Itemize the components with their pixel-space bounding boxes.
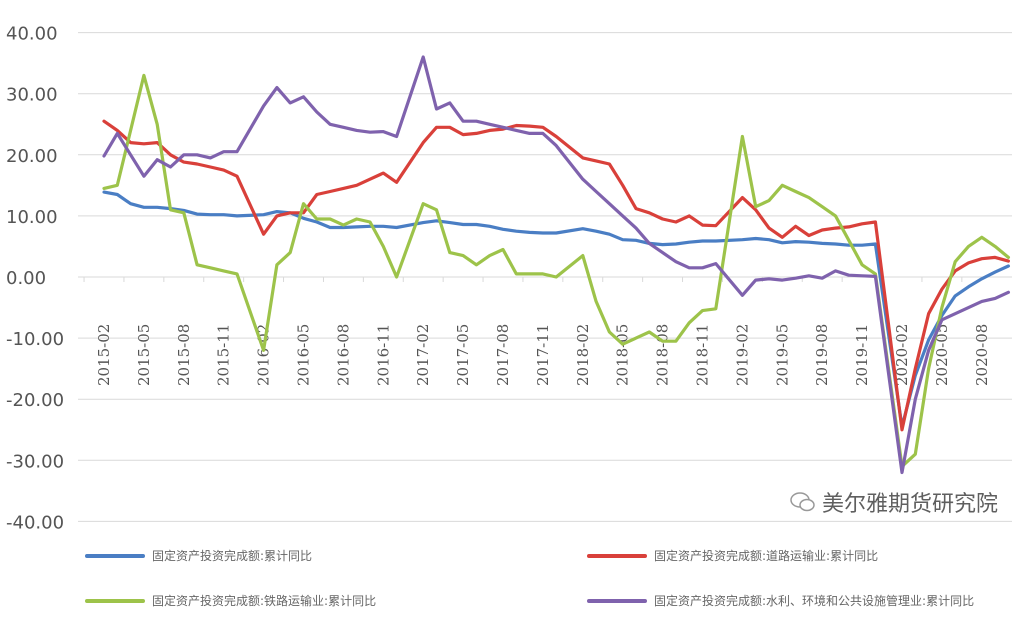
x-tick-label: 2016-08 bbox=[334, 324, 352, 386]
x-tick-label: 2018-05 bbox=[614, 324, 632, 386]
x-tick-label: 2019-11 bbox=[853, 324, 871, 386]
legend-label: 固定资产投资完成额:道路运输业:累计同比 bbox=[654, 549, 879, 563]
x-tick-label: 2015-05 bbox=[135, 324, 153, 386]
legend-swatch bbox=[85, 598, 145, 603]
x-tick-label: 2020-05 bbox=[933, 324, 951, 386]
x-axis: 2015-02 2015-05 2015-08 2015-11 2016-02 2016-… bbox=[83, 277, 991, 386]
y-tick-label: 10.00 bbox=[6, 207, 58, 228]
series-lines bbox=[102, 55, 1011, 475]
y-tick-label: 40.00 bbox=[6, 24, 58, 45]
x-tick-label: 2015-08 bbox=[175, 324, 193, 386]
series-line-0 bbox=[102, 190, 1011, 429]
x-tick-label: 2018-11 bbox=[694, 324, 712, 386]
x-tick-label: 2019-05 bbox=[773, 324, 791, 386]
x-tick-label: 2015-11 bbox=[215, 324, 233, 386]
legend-label: 固定资产投资完成额:水利、环境和公共设施管理业:累计同比 bbox=[654, 594, 975, 608]
y-tick-label: -30.00 bbox=[6, 451, 64, 472]
x-tick-label: 2017-11 bbox=[534, 324, 552, 386]
x-tick-label: 2020-02 bbox=[893, 324, 911, 386]
series-line-1 bbox=[102, 119, 1011, 432]
x-tick-label: 2018-08 bbox=[654, 324, 672, 386]
series-line-3 bbox=[102, 55, 1011, 475]
legend-item-3: 固定资产投资完成额:水利、环境和公共设施管理业:累计同比 bbox=[587, 592, 974, 609]
line-chart: 40.00 30.00 20.00 10.00 0.00 -10.00 -20.00 -30.… bbox=[6, 24, 1012, 534]
x-tick-label: 2017-08 bbox=[494, 324, 512, 386]
legend-swatch bbox=[85, 553, 145, 558]
legend-item-0: 固定资产投资完成额:累计同比 bbox=[85, 547, 312, 564]
legend-swatch bbox=[587, 598, 647, 603]
x-tick-label: 2017-05 bbox=[454, 324, 472, 386]
y-tick-label: -40.00 bbox=[6, 512, 64, 533]
y-tick-label: 0.00 bbox=[6, 268, 46, 289]
y-tick-label: -10.00 bbox=[6, 329, 64, 350]
x-tick-label: 2016-11 bbox=[374, 324, 392, 386]
legend-swatch bbox=[587, 553, 647, 558]
watermark: 美尔雅期货研究院 bbox=[790, 486, 998, 518]
y-tick-label: 30.00 bbox=[6, 85, 58, 106]
x-tick-label: 2017-02 bbox=[414, 324, 432, 386]
wechat-icon bbox=[790, 492, 815, 512]
legend-label: 固定资产投资完成额:累计同比 bbox=[152, 549, 313, 563]
x-tick-label: 2015-02 bbox=[95, 324, 113, 386]
series-line-2 bbox=[102, 73, 1011, 468]
series-points-3 bbox=[103, 56, 1009, 473]
x-tick-label: 2016-05 bbox=[295, 324, 313, 386]
x-tick-label: 2018-02 bbox=[574, 324, 592, 386]
y-axis: 40.00 30.00 20.00 10.00 0.00 -10.00 -20.00 -30.… bbox=[6, 24, 64, 534]
y-tick-label: -20.00 bbox=[6, 390, 64, 411]
y-tick-label: 20.00 bbox=[6, 146, 58, 167]
legend-item-1: 固定资产投资完成额:道路运输业:累计同比 bbox=[587, 547, 878, 564]
x-tick-label: 2019-08 bbox=[813, 324, 831, 386]
watermark-text: 美尔雅期货研究院 bbox=[822, 492, 999, 517]
legend-item-2: 固定资产投资完成额:铁路运输业:累计同比 bbox=[85, 592, 376, 609]
series-points-0 bbox=[103, 191, 1009, 427]
x-tick-label: 2019-02 bbox=[733, 324, 751, 386]
series-points-1 bbox=[103, 121, 1009, 430]
x-tick-label: 2020-08 bbox=[973, 324, 991, 386]
legend-label: 固定资产投资完成额:铁路运输业:累计同比 bbox=[152, 594, 377, 608]
